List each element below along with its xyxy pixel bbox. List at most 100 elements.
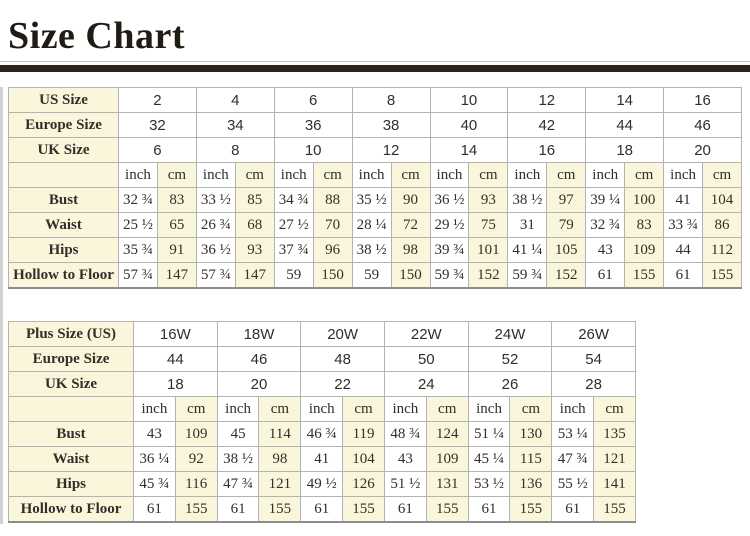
size-value-cell: 24W — [467, 321, 553, 347]
inch-value-cell: 45 — [216, 421, 260, 447]
size-value-cell: 46 — [663, 112, 742, 138]
unit-cm-cell: cm — [258, 396, 302, 422]
size-value-cell: 4 — [195, 87, 275, 113]
unit-inch-cell: inch — [551, 396, 595, 422]
unit-cm-cell: cm — [624, 162, 665, 188]
row-label: Hollow to Floor — [8, 262, 119, 289]
inch-value-cell: 38 ½ — [216, 446, 260, 472]
size-value-cell: 50 — [383, 346, 469, 372]
measure-row: Hips 45 ¾ 116 47 ¾ 121 49 ½ 126 51 ½ 131 53 ½ 136 5… — [8, 471, 636, 497]
inch-value-cell: 45 ¼ — [467, 446, 511, 472]
cm-value-cell: 86 — [702, 212, 742, 238]
unit-inch-cell: inch — [133, 396, 176, 422]
cm-value-cell: 152 — [468, 262, 509, 289]
size-value-cell: 18 — [133, 371, 218, 397]
row-label: Europe Size — [8, 346, 134, 372]
inch-value-cell: 38 ½ — [507, 187, 548, 213]
unit-row-label — [8, 396, 134, 422]
cm-value-cell: 88 — [312, 187, 353, 213]
inch-value-cell: 59 — [351, 262, 392, 289]
measure-row: Hollow to Floor 61 155 61 155 61 155 61 155 61 155… — [8, 496, 636, 523]
inch-value-cell: 55 ½ — [551, 471, 595, 497]
inch-value-cell: 31 — [507, 212, 548, 238]
size-value-cell: 20W — [300, 321, 385, 347]
inch-value-cell: 57 ¾ — [195, 262, 236, 289]
cm-value-cell: 109 — [425, 446, 469, 472]
cm-value-cell: 98 — [258, 446, 302, 472]
size-value-cell: 16W — [133, 321, 218, 347]
cm-value-cell: 104 — [342, 446, 385, 472]
row-label: US Size — [8, 87, 119, 113]
cm-value-cell: 130 — [509, 421, 553, 447]
inch-value-cell: 25 ½ — [118, 212, 158, 238]
cm-value-cell: 105 — [546, 237, 587, 263]
size-value-cell: 52 — [467, 346, 553, 372]
size-value-cell: 28 — [551, 371, 636, 397]
size-value-cell: 22W — [383, 321, 469, 347]
unit-inch-cell: inch — [585, 162, 626, 188]
cm-value-cell: 68 — [234, 212, 275, 238]
size-value-cell: 10 — [273, 137, 353, 163]
size-value-cell: 14 — [585, 87, 665, 113]
cm-value-cell: 147 — [234, 262, 275, 289]
unit-row-label — [8, 162, 119, 188]
inch-value-cell: 34 ¾ — [273, 187, 314, 213]
unit-cm-cell: cm — [234, 162, 275, 188]
inch-value-cell: 61 — [133, 496, 176, 523]
size-row: US Size 2 4 6 8 10 12 14 16 — [8, 87, 742, 113]
inch-value-cell: 61 — [663, 262, 704, 289]
size-value-cell: 40 — [429, 112, 509, 138]
cm-value-cell: 150 — [390, 262, 431, 289]
cm-value-cell: 93 — [234, 237, 275, 263]
size-value-cell: 48 — [300, 346, 385, 372]
row-label: Hollow to Floor — [8, 496, 134, 523]
inch-value-cell: 36 ½ — [195, 237, 236, 263]
row-label: Bust — [8, 187, 119, 213]
cm-value-cell: 93 — [468, 187, 509, 213]
cm-value-cell: 114 — [258, 421, 302, 447]
size-value-cell: 2 — [118, 87, 197, 113]
unit-inch-cell: inch — [429, 162, 470, 188]
row-label: Waist — [8, 212, 119, 238]
inch-value-cell: 33 ¾ — [663, 212, 704, 238]
cm-value-cell: 121 — [593, 446, 636, 472]
inch-value-cell: 51 ¼ — [467, 421, 511, 447]
size-value-cell: 14 — [429, 137, 509, 163]
row-label: Waist — [8, 446, 134, 472]
size-value-cell: 42 — [507, 112, 587, 138]
cm-value-cell: 155 — [624, 262, 665, 289]
size-value-cell: 34 — [195, 112, 275, 138]
measure-row: Waist 36 ¼ 92 38 ½ 98 41 104 43 109 45 ¼ 115 47 ¾ 12… — [8, 446, 636, 472]
unit-inch-cell: inch — [118, 162, 158, 188]
page-title: Size Chart — [8, 15, 186, 57]
cm-value-cell: 155 — [258, 496, 302, 523]
inch-value-cell: 32 ¾ — [118, 187, 158, 213]
inch-value-cell: 61 — [467, 496, 511, 523]
inch-value-cell: 28 ¼ — [351, 212, 392, 238]
size-value-cell: 26W — [551, 321, 636, 347]
size-row: Europe Size 32 34 36 38 40 42 44 46 — [8, 112, 742, 138]
cm-value-cell: 155 — [174, 496, 218, 523]
cm-value-cell: 96 — [312, 237, 353, 263]
size-value-cell: 6 — [118, 137, 197, 163]
unit-cm-cell: cm — [593, 396, 636, 422]
inch-value-cell: 46 ¾ — [300, 421, 344, 447]
inch-value-cell: 51 ½ — [383, 471, 427, 497]
size-value-cell: 38 — [351, 112, 431, 138]
cm-value-cell: 109 — [624, 237, 665, 263]
inch-value-cell: 47 ¾ — [216, 471, 260, 497]
size-value-cell: 44 — [133, 346, 218, 372]
unit-inch-cell: inch — [195, 162, 236, 188]
unit-cm-cell: cm — [342, 396, 385, 422]
inch-value-cell: 57 ¾ — [118, 262, 158, 289]
cm-value-cell: 155 — [425, 496, 469, 523]
size-value-cell: 24 — [383, 371, 469, 397]
cm-value-cell: 155 — [702, 262, 742, 289]
unit-inch-cell: inch — [663, 162, 704, 188]
plus-size-table-container: Plus Size (US) 16W 18W 20W 22W 24W 26W Europe S… — [8, 321, 636, 523]
inch-value-cell: 61 — [585, 262, 626, 289]
size-row: UK Size 6 8 10 12 14 16 18 20 — [8, 137, 742, 163]
unit-cm-cell: cm — [702, 162, 742, 188]
cm-value-cell: 152 — [546, 262, 587, 289]
inch-value-cell: 59 ¾ — [429, 262, 470, 289]
